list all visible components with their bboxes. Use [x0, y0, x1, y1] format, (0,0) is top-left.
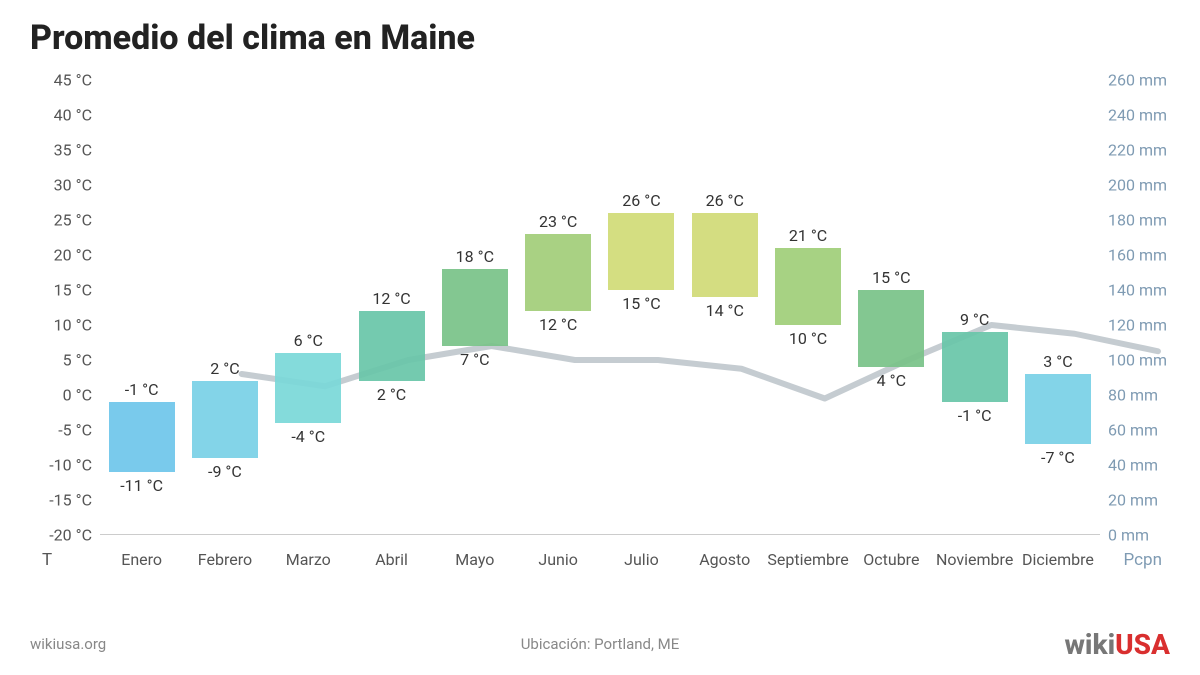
temp-bar — [775, 248, 841, 325]
footer: wikiusa.org Ubicación: Portland, ME wiki… — [0, 620, 1200, 675]
temp-high-label: 3 °C — [1043, 352, 1072, 371]
left-tick: 20 °C — [0, 246, 92, 265]
right-tick: 160 mm — [1108, 246, 1200, 265]
temp-high-label: 26 °C — [706, 191, 744, 210]
right-tick: 20 mm — [1108, 491, 1200, 510]
logo-right: USA — [1115, 628, 1170, 661]
temp-high-label: 15 °C — [872, 268, 910, 287]
temp-low-label: 14 °C — [706, 301, 744, 320]
temp-low-label: 12 °C — [539, 315, 577, 334]
left-tick: -10 °C — [0, 456, 92, 475]
temp-low-label: 2 °C — [377, 385, 406, 404]
temp-low-label: 15 °C — [622, 294, 660, 313]
temp-bar — [942, 332, 1008, 402]
location-text: Ubicación: Portland, ME — [0, 635, 1200, 653]
temp-bar — [525, 234, 591, 311]
left-tick: 15 °C — [0, 281, 92, 300]
month-label: Junio — [538, 550, 578, 569]
month-label: Septiembre — [767, 550, 848, 569]
temp-bar — [858, 290, 924, 367]
temp-bar — [275, 353, 341, 423]
right-tick: 260 mm — [1108, 71, 1200, 90]
right-tick: 60 mm — [1108, 421, 1200, 440]
right-tick: 200 mm — [1108, 176, 1200, 195]
left-tick: -20 °C — [0, 526, 92, 545]
left-tick: 30 °C — [0, 176, 92, 195]
month-label: Agosto — [699, 550, 750, 569]
climate-chart: -20 °C -15 °C -10 °C -5 °C 0 °C 5 °C 10 °C 15 °… — [0, 80, 1200, 600]
month-label: Enero — [121, 550, 162, 569]
temp-bar — [109, 402, 175, 472]
temp-high-label: 12 °C — [372, 289, 410, 308]
right-tick: 120 mm — [1108, 316, 1200, 335]
left-tick: 5 °C — [0, 351, 92, 370]
right-tick: 40 mm — [1108, 456, 1200, 475]
logo: wikiUSA — [1064, 628, 1170, 661]
left-tick: 40 °C — [0, 106, 92, 125]
temp-high-label: 21 °C — [789, 226, 827, 245]
temp-low-label: -11 °C — [120, 476, 163, 495]
temp-high-label: 26 °C — [622, 191, 660, 210]
right-tick: 100 mm — [1108, 351, 1200, 370]
left-tick: -15 °C — [0, 491, 92, 510]
right-axis-label: Pcpn — [1124, 550, 1162, 570]
month-label: Mayo — [455, 550, 494, 569]
temp-low-label: 4 °C — [877, 371, 906, 390]
temp-low-label: 7 °C — [460, 350, 489, 369]
left-tick: 35 °C — [0, 141, 92, 160]
temp-bar — [442, 269, 508, 346]
temp-bar — [608, 213, 674, 290]
temp-bar — [692, 213, 758, 297]
temp-high-label: 18 °C — [456, 247, 494, 266]
right-tick: 220 mm — [1108, 141, 1200, 160]
temp-bar — [192, 381, 258, 458]
month-label: Diciembre — [1022, 550, 1094, 569]
left-axis-label: T — [42, 550, 52, 570]
left-tick: 10 °C — [0, 316, 92, 335]
right-tick: 180 mm — [1108, 211, 1200, 230]
temp-high-label: -1 °C — [125, 380, 159, 399]
temp-bar — [359, 311, 425, 381]
month-label: Abril — [375, 550, 408, 569]
temp-bar — [1025, 374, 1091, 444]
month-label: Marzo — [286, 550, 331, 569]
chart-title: Promedio del clima en Maine — [30, 18, 475, 58]
temp-low-label: -4 °C — [291, 427, 325, 446]
left-tick: -5 °C — [0, 421, 92, 440]
logo-left: wiki — [1064, 628, 1115, 661]
left-tick: 0 °C — [0, 386, 92, 405]
temp-high-label: 6 °C — [294, 331, 323, 350]
right-tick: 80 mm — [1108, 386, 1200, 405]
month-label: Febrero — [198, 550, 252, 569]
temp-low-label: 10 °C — [789, 329, 827, 348]
right-tick: 240 mm — [1108, 106, 1200, 125]
temp-high-label: 23 °C — [539, 212, 577, 231]
month-label: Noviembre — [936, 550, 1013, 569]
temp-high-label: 9 °C — [960, 310, 989, 329]
month-label: Octubre — [863, 550, 919, 569]
temp-low-label: -1 °C — [958, 406, 992, 425]
right-tick: 140 mm — [1108, 281, 1200, 300]
plot-area: -1 °C -11 °C 2 °C -9 °C 6 °C -4 °C 12 °C 2 °C 18… — [100, 80, 1100, 535]
temp-low-label: -7 °C — [1041, 448, 1075, 467]
month-label: Julio — [624, 550, 659, 569]
right-tick: 0 mm — [1108, 526, 1200, 545]
temp-high-label: 2 °C — [210, 359, 239, 378]
left-tick: 45 °C — [0, 71, 92, 90]
left-tick: 25 °C — [0, 211, 92, 230]
temp-low-label: -9 °C — [208, 462, 242, 481]
